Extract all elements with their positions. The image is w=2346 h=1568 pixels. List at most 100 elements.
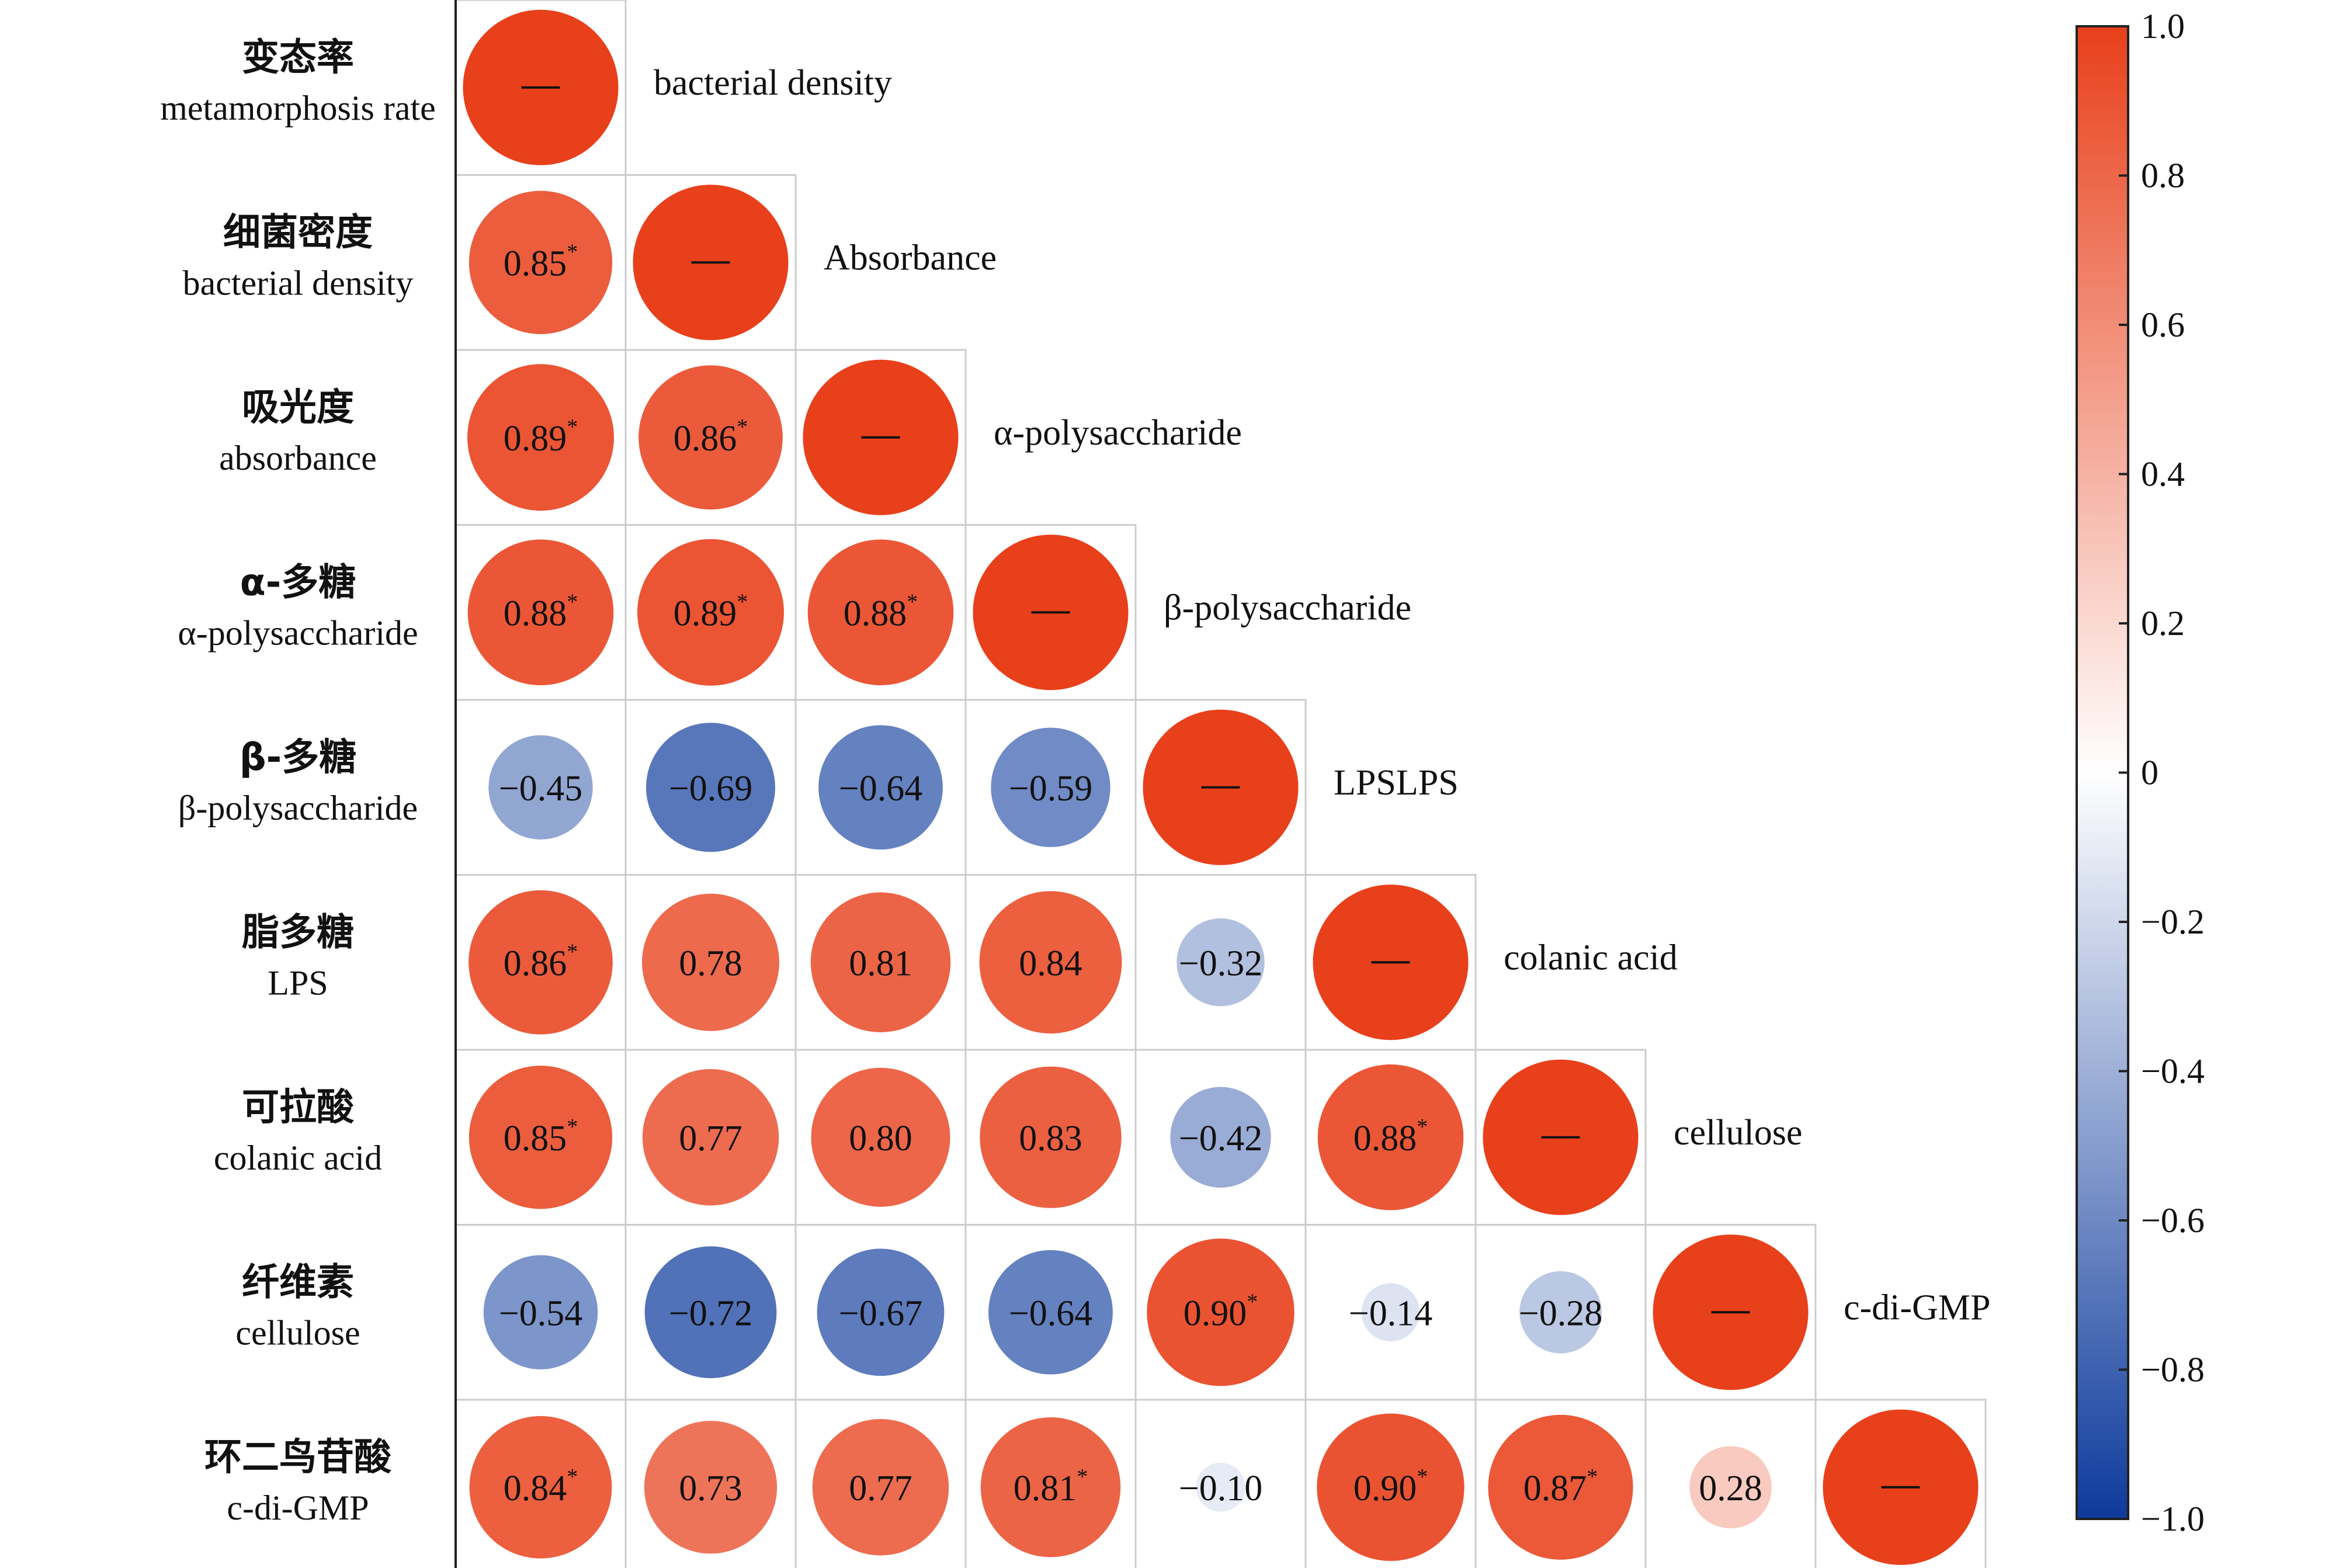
diagonal-label: c-di-GMP — [1844, 1288, 1990, 1327]
row-label-en: cellulose — [235, 1313, 360, 1352]
correlation-circle — [1317, 1064, 1464, 1210]
correlation-value: 0.88* — [504, 589, 578, 633]
row-label-en: c-di-GMP — [227, 1489, 369, 1527]
significance-star: * — [737, 589, 748, 614]
correlation-circle — [642, 1069, 779, 1206]
correlation-circle — [979, 891, 1122, 1034]
colorbar: 1.0 0.8 0.6 0.4 0.2 0 −0.2 −0.4 −0.6 −0.8 −1.0 — [2076, 7, 2205, 1538]
correlation-circle — [1170, 1087, 1271, 1188]
row-label-en: absorbance — [219, 439, 377, 477]
correlation-value: −0.64 — [839, 769, 922, 809]
correlation-value: 0.77 — [679, 1119, 742, 1158]
correlation-value: −0.45 — [499, 769, 582, 809]
correlation-circle — [1689, 1446, 1772, 1529]
correlation-circle — [980, 1417, 1121, 1557]
correlation-circle — [488, 735, 593, 839]
correlation-circle — [469, 1416, 612, 1559]
diagonal-label: cellulose — [1674, 1113, 1802, 1153]
correlation-value: −0.69 — [669, 769, 752, 809]
diagonal-label: Absorbance — [824, 238, 997, 277]
correlation-circle — [1361, 1283, 1420, 1342]
significance-star: * — [567, 415, 578, 439]
correlation-circle — [644, 1421, 778, 1554]
correlation-circle — [1196, 1462, 1245, 1512]
correlation-circle — [644, 1246, 777, 1379]
correlation-circle — [468, 190, 613, 334]
colorbar-tick-label: −1.0 — [2141, 1500, 2205, 1538]
correlation-circle — [642, 893, 779, 1031]
correlation-value: 0.88* — [1354, 1115, 1428, 1158]
correlation-value: 0.80 — [849, 1119, 912, 1158]
correlation-circle — [646, 723, 775, 852]
correlation-value: −0.59 — [1009, 769, 1092, 809]
colorbar-tick-label: −0.8 — [2141, 1351, 2205, 1389]
row-label-en: β-polysaccharide — [178, 789, 418, 827]
row-label-zh: 环二鸟苷酸 — [204, 1436, 392, 1479]
correlation-value: −0.67 — [839, 1293, 922, 1333]
diagonal-label: colanic acid — [1504, 938, 1678, 977]
significance-star: * — [1247, 1289, 1258, 1314]
correlation-value: 0.89* — [504, 415, 578, 459]
row-label-zh: 变态率 — [242, 36, 354, 79]
correlation-circle — [638, 365, 783, 510]
diagonal-label: bacterial density — [654, 63, 892, 103]
correlation-circle — [1519, 1271, 1602, 1354]
correlation-value-labels: 0.85* 0.89* 0.86* 0.88* 0.89* 0.88* −0.45 −0.69… — [499, 86, 1920, 1508]
correlation-circle — [810, 892, 951, 1032]
correlation-value: 0.85* — [504, 1115, 578, 1158]
correlation-value: 0.88* — [844, 589, 918, 633]
significance-star: * — [907, 589, 918, 614]
significance-star: * — [737, 415, 748, 439]
correlation-value: −0.42 — [1179, 1119, 1262, 1158]
significance-star: * — [567, 240, 578, 264]
row-labels: 变态率 metamorphosis rate 细菌密度 bacterial densi… — [160, 36, 436, 1527]
correlation-value: 0.81 — [849, 943, 912, 983]
correlation-circle — [818, 725, 943, 850]
row-label-en: LPS — [268, 963, 328, 1002]
correlation-circle — [1317, 1413, 1464, 1561]
significance-star: * — [1417, 1465, 1428, 1489]
significance-star: * — [567, 589, 578, 614]
correlation-value: −0.32 — [1179, 943, 1262, 983]
row-label-en: α-polysaccharide — [178, 613, 418, 652]
colorbar-tick-label: 0.8 — [2141, 157, 2185, 195]
correlation-circle — [637, 539, 784, 686]
colorbar-tick-label: 0 — [2141, 754, 2158, 792]
row-label-zh: 吸光度 — [242, 386, 354, 429]
correlation-circle — [483, 1255, 598, 1369]
correlation-value: 0.77 — [849, 1469, 912, 1508]
correlation-circle — [807, 539, 954, 686]
correlation-value: −0.64 — [1009, 1293, 1092, 1333]
colorbar-tick-label: 0.2 — [2141, 604, 2185, 643]
row-label-zh: 可拉酸 — [242, 1086, 355, 1129]
correlation-value: 0.84 — [1019, 943, 1082, 983]
correlation-circle — [817, 1248, 945, 1376]
colorbar-tick-label: 0.4 — [2141, 455, 2185, 494]
significance-star: * — [567, 939, 578, 964]
correlation-value: 0.81* — [1014, 1465, 1088, 1508]
matrix-cell — [1814, 1399, 1987, 1568]
correlation-circle — [467, 364, 614, 511]
colorbar-tick-label: −0.2 — [2141, 903, 2205, 941]
correlation-value: −0.14 — [1349, 1293, 1432, 1333]
correlation-circle — [468, 1066, 613, 1209]
row-label-zh: 脂多糖 — [242, 911, 354, 954]
correlation-value: 0.83 — [1019, 1119, 1082, 1158]
colorbar-tick-label: −0.6 — [2141, 1201, 2205, 1240]
matrix-cells — [454, 0, 1987, 1568]
row-label-en: metamorphosis rate — [160, 89, 436, 127]
significance-star: * — [567, 1115, 578, 1139]
correlation-circle — [812, 1419, 949, 1556]
correlation-circle — [988, 1250, 1113, 1375]
significance-star: * — [1417, 1115, 1428, 1139]
colorbar-tick-label: −0.4 — [2141, 1052, 2205, 1091]
row-label-zh: α-多糖 — [240, 561, 356, 604]
correlation-value: −0.10 — [1179, 1469, 1262, 1508]
significance-star: * — [1077, 1465, 1088, 1489]
correlation-circle — [980, 1066, 1122, 1208]
correlation-value: 0.89* — [674, 589, 748, 633]
row-label-en: colanic acid — [214, 1139, 382, 1177]
correlation-value: −0.54 — [499, 1293, 582, 1333]
correlation-circle — [468, 890, 613, 1035]
